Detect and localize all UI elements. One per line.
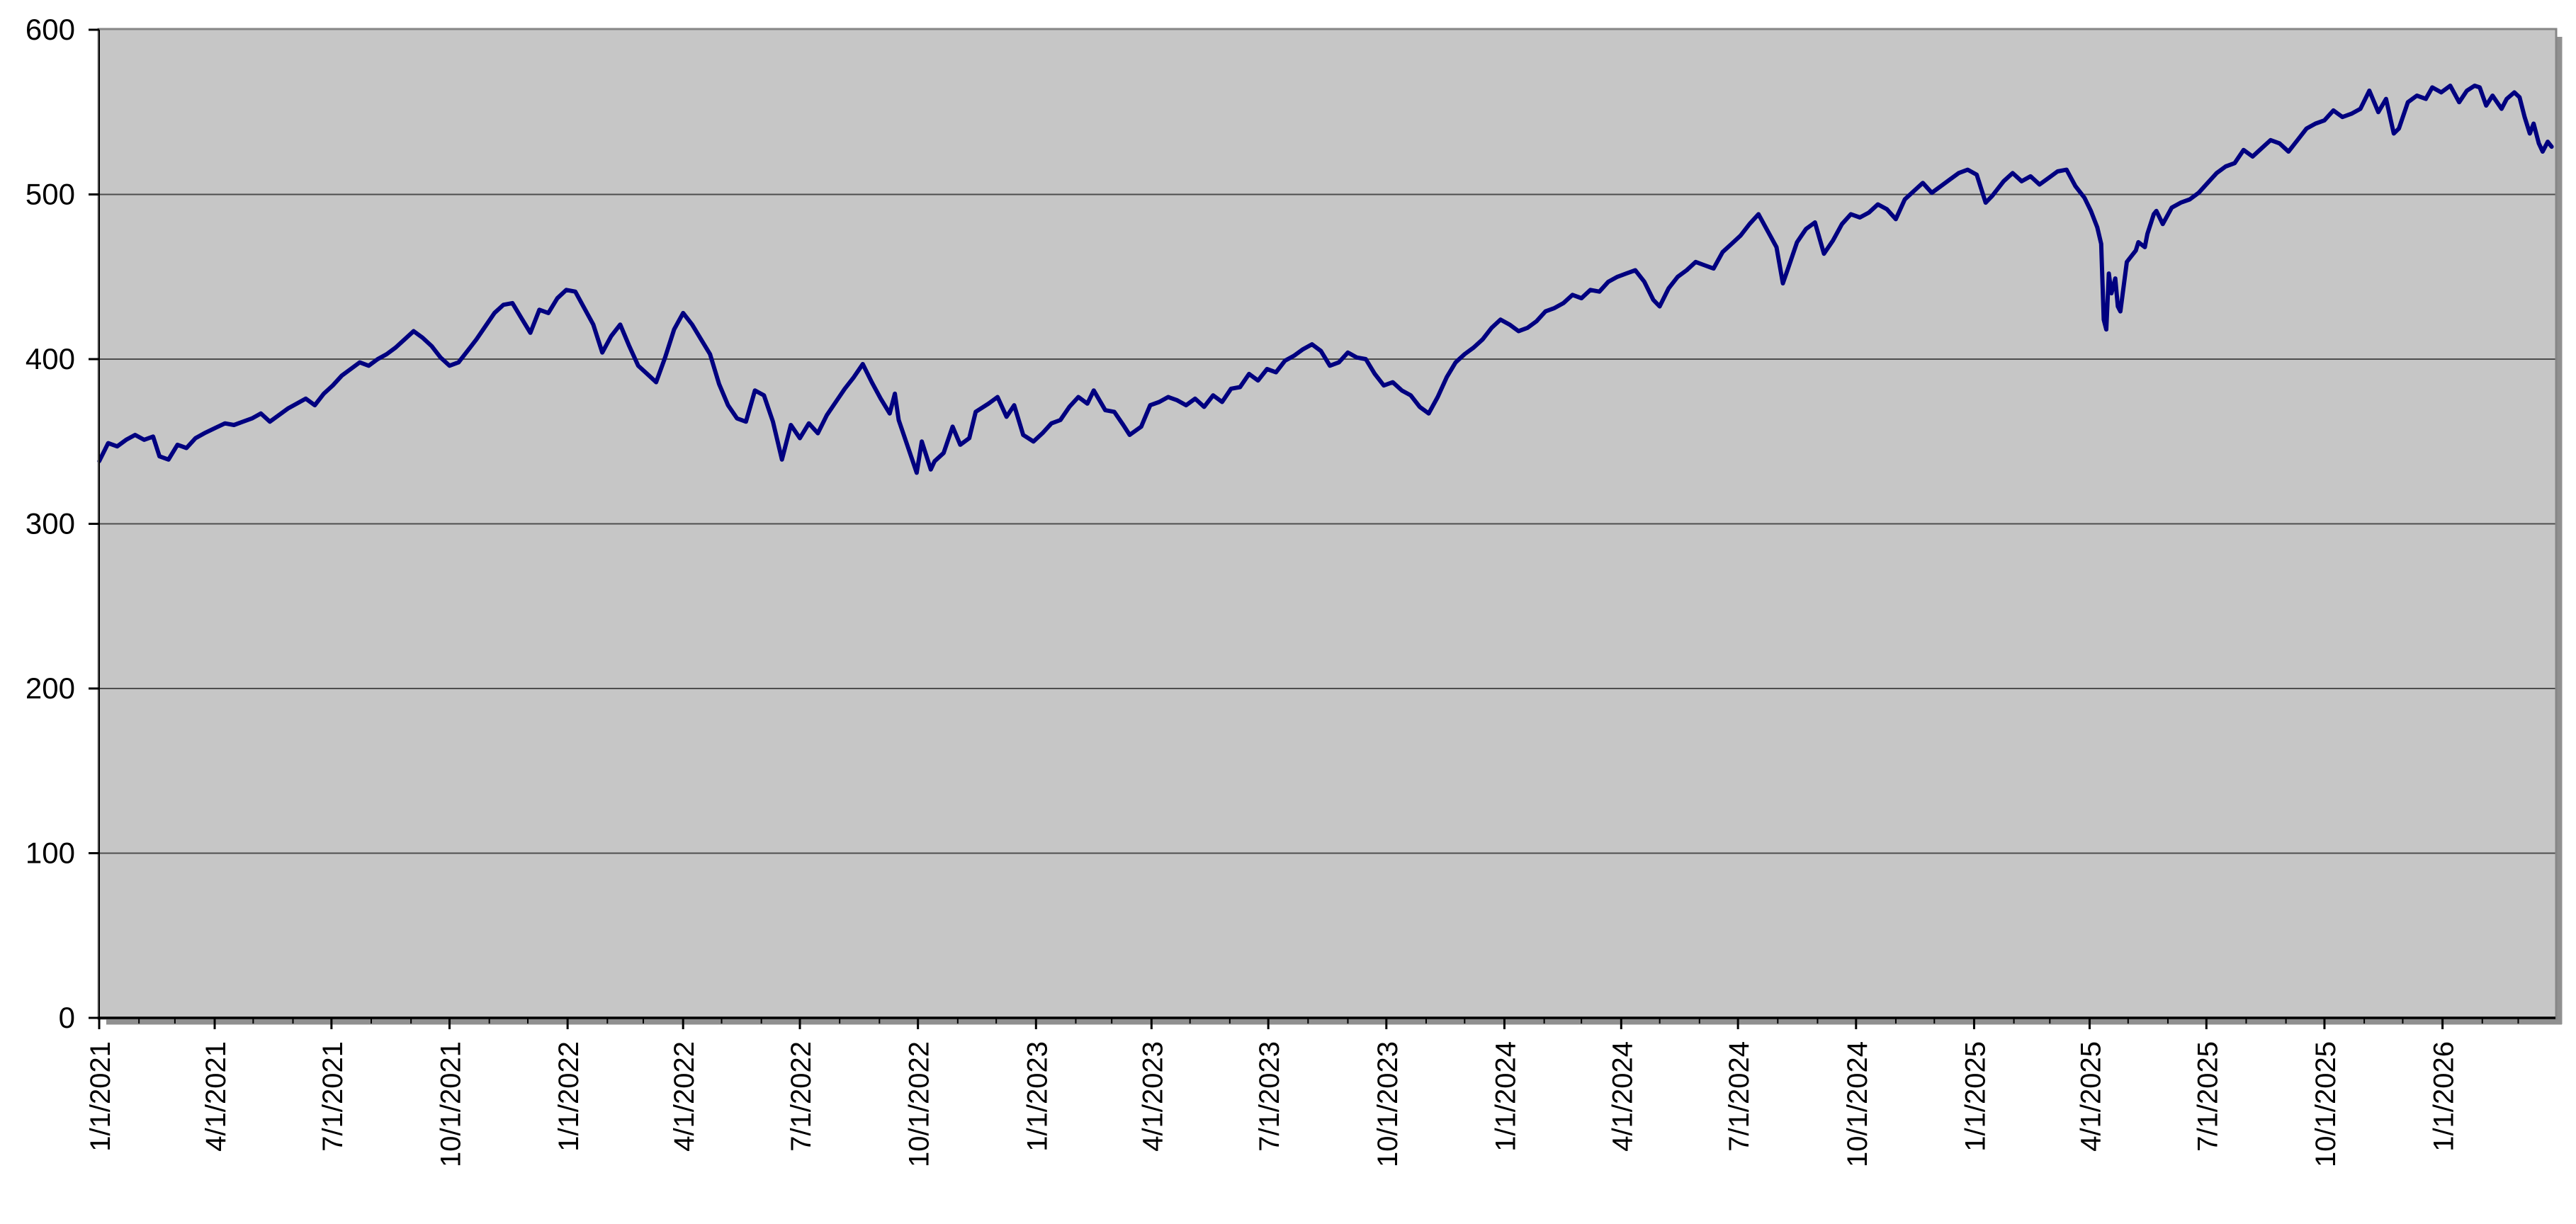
x-tick-label: 1/1/2021 — [85, 1041, 116, 1152]
y-tick-label: 0 — [59, 1001, 75, 1034]
y-tick-label: 100 — [26, 837, 75, 870]
y-tick-label: 500 — [26, 178, 75, 211]
x-tick-label: 4/1/2022 — [669, 1041, 700, 1152]
x-tick-label: 4/1/2021 — [200, 1041, 232, 1152]
price-line — [97, 84, 2554, 475]
data-series-line — [97, 84, 2554, 475]
y-tick-label: 600 — [26, 13, 75, 46]
x-tick-label: 10/1/2021 — [436, 1041, 467, 1167]
x-tick-label: 7/1/2023 — [1254, 1041, 1285, 1152]
y-tick-label: 400 — [26, 342, 75, 375]
x-tick-label: 1/1/2023 — [1022, 1041, 1053, 1152]
x-tick-label: 7/1/2024 — [1724, 1041, 1755, 1152]
x-tick-label: 7/1/2025 — [2192, 1041, 2223, 1152]
x-tick-label: 1/1/2024 — [1490, 1041, 1521, 1152]
x-tick-label: 1/1/2025 — [1960, 1041, 1991, 1152]
y-tick-label: 200 — [26, 672, 75, 705]
x-tick-label: 10/1/2024 — [1842, 1041, 1873, 1167]
x-tick-label: 1/1/2026 — [2429, 1041, 2460, 1152]
axis-tick-labels: 0 100 200 300 400 500 600 1/1/2021 4/1/2021 7/1/2… — [26, 13, 2460, 1167]
x-tick-label: 10/1/2022 — [904, 1041, 935, 1167]
y-tick-label: 300 — [26, 507, 75, 540]
x-tick-label: 1/1/2022 — [553, 1041, 584, 1152]
x-tick-label: 7/1/2022 — [786, 1041, 817, 1152]
x-tick-label: 10/1/2025 — [2310, 1041, 2341, 1167]
x-tick-label: 10/1/2023 — [1372, 1041, 1403, 1167]
axis-ticks — [89, 28, 2519, 1029]
x-tick-label: 4/1/2024 — [1607, 1041, 1638, 1152]
x-tick-label: 4/1/2023 — [1137, 1041, 1168, 1152]
x-tick-label: 7/1/2021 — [317, 1041, 349, 1152]
x-tick-label: 4/1/2025 — [2075, 1041, 2106, 1152]
